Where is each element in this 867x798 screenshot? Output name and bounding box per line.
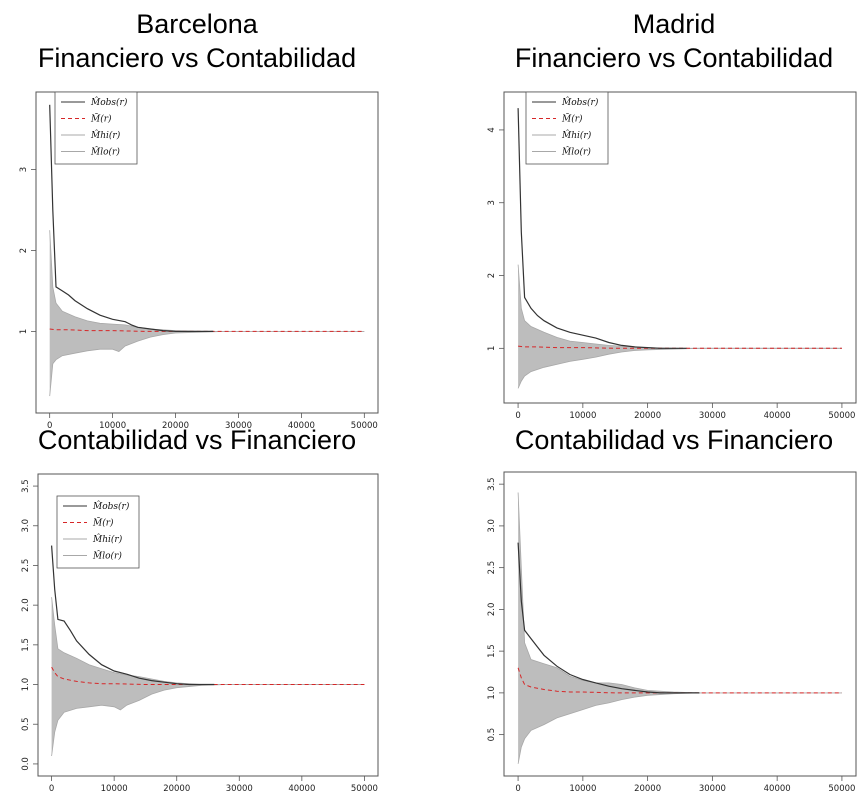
- plot-frame: [35, 91, 379, 414]
- y-tick-label: 2.0: [21, 598, 31, 612]
- y-tick-label: 2.5: [487, 561, 497, 575]
- barcelona-city-title: Barcelona: [136, 9, 258, 39]
- series-m-lo-line: [51, 684, 365, 757]
- x-tick-label: 20000: [163, 784, 190, 794]
- legend: M̂obs(r) M̄(r) M̂hi(r) M̂lo(r): [525, 91, 609, 165]
- legend-label: M̂obs(r): [90, 96, 128, 108]
- series-m-mean-line: [517, 667, 842, 694]
- envelope-band: [518, 264, 842, 389]
- legend-label: M̄(r): [92, 517, 114, 529]
- y-tick-label: 1.5: [21, 638, 31, 652]
- x-tick-label: 0: [515, 784, 520, 794]
- series-m-obs-line: [51, 545, 215, 686]
- y-tick-label: 2: [19, 248, 29, 253]
- legend: M̂obs(r) M̄(r) M̂hi(r) M̂lo(r): [56, 495, 140, 569]
- madrid-bottom-chart-title: Contabilidad vs Financiero: [514, 425, 834, 455]
- x-tick-label: 10000: [101, 784, 128, 794]
- x-tick-label: 20000: [634, 411, 661, 421]
- y-tick-label: 3.5: [21, 479, 31, 493]
- chart-madrid-cont-vs-fin: 0 10000 20000 30000 40000 50000 0.5 1.0 1.5 2.0 2.…: [487, 471, 857, 794]
- x-tick-label: 0: [47, 421, 52, 431]
- x-tick-label: 10000: [99, 421, 126, 431]
- x-tick-label: 0: [515, 411, 520, 421]
- madrid-city-title: Madrid: [632, 9, 716, 39]
- y-tick-label: 1.5: [487, 644, 497, 658]
- y-tick-label: 3.5: [487, 477, 497, 491]
- legend-label: M̄(r): [90, 113, 112, 125]
- x-tick-label: 50000: [351, 421, 378, 431]
- x-tick-label: 40000: [764, 784, 791, 794]
- plot-frame: [503, 91, 857, 404]
- y-tick-label: 3: [19, 167, 29, 172]
- legend-label: M̄(r): [561, 113, 583, 125]
- legend-label: M̂lo(r): [90, 146, 120, 158]
- x-tick-label: 10000: [569, 784, 596, 794]
- x-tick-label: 30000: [699, 784, 726, 794]
- series-m-mean-line: [49, 328, 365, 332]
- x-tick-label: 50000: [828, 784, 855, 794]
- plot-frame: [503, 471, 857, 777]
- y-tick-label: 1: [487, 346, 497, 351]
- y-tick-label: 2: [487, 273, 497, 278]
- y-tick-label: 1.0: [21, 678, 31, 692]
- y-tick-label: 2.0: [487, 603, 497, 617]
- plot-frame: [37, 473, 379, 777]
- x-tick-label: 40000: [764, 411, 791, 421]
- series-m-hi-line: [49, 230, 365, 332]
- x-tick-label: 30000: [699, 411, 726, 421]
- legend-label: M̂lo(r): [561, 146, 591, 158]
- y-tick-label: 3.0: [21, 519, 31, 533]
- x-tick-label: 40000: [288, 421, 315, 431]
- barcelona-bottom-chart-title: Contabilidad vs Financiero: [37, 425, 357, 455]
- series-m-lo-line: [517, 692, 842, 764]
- legend-label: M̂hi(r): [92, 533, 123, 545]
- madrid-top-chart-title: Financiero vs Contabilidad: [514, 43, 834, 73]
- legend-label: M̂obs(r): [92, 500, 130, 512]
- y-tick-label: 2.5: [21, 559, 31, 573]
- legend: M̂obs(r) M̄(r) M̂hi(r) M̂lo(r): [54, 91, 138, 165]
- series-m-hi-line: [517, 264, 842, 349]
- x-tick-label: 50000: [351, 784, 378, 794]
- legend-label: M̂lo(r): [92, 550, 122, 562]
- legend-label: M̂hi(r): [90, 129, 121, 141]
- x-tick-label: 20000: [634, 784, 661, 794]
- x-tick-label: 20000: [162, 421, 189, 431]
- y-tick-label: 0.5: [487, 728, 497, 742]
- x-tick-label: 10000: [569, 411, 596, 421]
- series-m-obs-line: [517, 542, 700, 694]
- legend-label: M̂hi(r): [561, 129, 592, 141]
- series-m-obs-line: [49, 104, 214, 332]
- envelope-band: [51, 597, 365, 756]
- x-tick-label: 40000: [288, 784, 315, 794]
- y-tick-label: 3: [487, 200, 497, 205]
- series-m-mean-line: [518, 345, 842, 349]
- y-tick-label: 3.0: [487, 519, 497, 533]
- y-tick-label: 0.5: [21, 717, 31, 731]
- x-tick-label: 30000: [226, 784, 253, 794]
- legend-label: M̂obs(r): [561, 96, 599, 108]
- series-m-obs-line: [517, 108, 687, 349]
- y-tick-label: 0.0: [21, 757, 31, 771]
- envelope-band: [518, 492, 842, 764]
- chart-barcelona-fin-vs-cont: 0 10000 20000 30000 40000 50000 1 2 3 M̂obs(r) M̄(…: [19, 91, 379, 431]
- series-m-hi-line: [517, 492, 842, 694]
- chart-barcelona-cont-vs-fin: 0 10000 20000 30000 40000 50000 0.0 0.5 1.0 1.5 2.…: [21, 473, 379, 794]
- barcelona-top-chart-title: Financiero vs Contabilidad: [37, 43, 357, 73]
- y-tick-label: 4: [487, 127, 497, 132]
- y-tick-label: 1: [19, 329, 29, 334]
- x-tick-label: 50000: [828, 411, 855, 421]
- chart-madrid-fin-vs-cont: 0 10000 20000 30000 40000 50000 1 2 3 4 M̂obs(r) M̄…: [487, 91, 857, 421]
- y-tick-label: 1.0: [487, 686, 497, 700]
- x-tick-label: 0: [49, 784, 54, 794]
- x-tick-label: 30000: [225, 421, 252, 431]
